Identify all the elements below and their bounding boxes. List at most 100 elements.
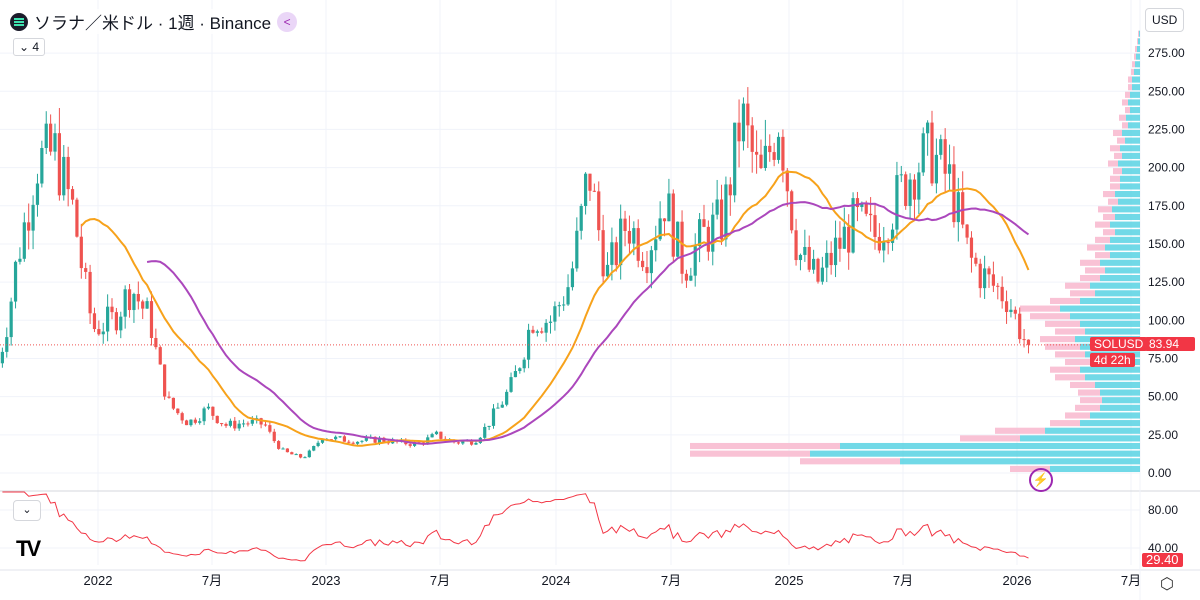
candle-body — [798, 254, 803, 261]
candle-body — [408, 444, 412, 446]
candle-body — [540, 331, 544, 333]
candle-body — [711, 214, 715, 252]
volume-profile-bar-up — [1115, 213, 1140, 221]
volume-profile-bar-down — [1128, 84, 1132, 91]
share-icon[interactable]: < — [277, 11, 298, 32]
volume-profile-bar-down — [1055, 374, 1085, 381]
candle-body — [544, 322, 548, 333]
volume-profile-bar-up — [1112, 206, 1140, 213]
lightning-icon[interactable]: ⚡ — [1029, 468, 1053, 492]
settings-gear-icon[interactable]: ⬡ — [1160, 576, 1174, 593]
candle-body — [807, 246, 811, 270]
volume-profile-bar-up — [900, 458, 1140, 465]
y-tick-label: 275.00 — [1148, 46, 1185, 60]
volume-profile-bar-up — [1100, 274, 1140, 282]
candle-body — [562, 304, 566, 306]
volume-profile-bar-down — [1080, 397, 1102, 404]
symbol-title: ソラナ／米ドル · 1週 · Binance — [34, 14, 272, 33]
volume-profile-bar-down — [1085, 267, 1105, 274]
candle-body — [106, 306, 110, 332]
volume-profile-bar-down — [1050, 420, 1080, 427]
candle-body — [136, 293, 140, 302]
currency-button[interactable]: USD — [1145, 8, 1185, 32]
candle-body — [342, 436, 347, 442]
volume-profile-bar-down — [1132, 61, 1135, 68]
candle-body — [176, 408, 180, 414]
candle-body — [917, 172, 921, 200]
candle-body — [535, 331, 539, 333]
candle-body — [233, 420, 237, 429]
candle-body — [66, 156, 70, 190]
x-tick-label: 7月 — [661, 573, 681, 588]
rsi-collapse-button[interactable]: ⌄ — [13, 500, 41, 521]
candle-body — [491, 408, 496, 426]
candle-body — [952, 164, 956, 223]
candle-body — [132, 293, 136, 311]
volume-profile-bar-down — [1103, 191, 1115, 198]
volume-profile-bar-up — [1137, 45, 1140, 53]
volume-profile-bar-up — [1100, 404, 1140, 411]
volume-profile-bar-up — [1120, 175, 1140, 182]
volume-profile-bar-down — [1110, 183, 1120, 190]
candle-body — [733, 122, 737, 196]
candle-body — [588, 173, 592, 191]
volume-profile-bar-down — [1103, 213, 1115, 221]
y-tick-label: 150.00 — [1148, 237, 1185, 251]
volume-profile-bar-up — [1095, 381, 1140, 389]
candle-body — [899, 174, 903, 176]
rsi-tick-label: 80.00 — [1148, 503, 1178, 517]
volume-profile-bar-up — [1130, 91, 1140, 98]
candle-body — [298, 454, 303, 458]
candle-body — [241, 423, 246, 425]
volume-profile-bar-up — [1085, 374, 1140, 381]
candle-body — [263, 424, 268, 426]
volume-profile-bar-down — [800, 458, 900, 465]
volume-profile-bar-down — [1113, 168, 1122, 175]
candle-body — [877, 236, 881, 251]
candle-body — [776, 136, 781, 160]
volume-profile-bar-up — [1050, 465, 1140, 472]
candle-body — [693, 246, 697, 276]
volume-profile-bar-up — [1080, 297, 1140, 305]
volume-profile-bar-up — [1132, 84, 1140, 91]
candle-body — [921, 133, 925, 173]
candle-body — [829, 252, 833, 266]
symbol-header[interactable]: ソラナ／米ドル · 1週 · Binance < — [10, 9, 298, 34]
volume-profile-bar-down — [1080, 259, 1100, 266]
candle-body — [890, 229, 895, 243]
volume-profile-bar-down — [960, 435, 1020, 442]
indicators-toggle-button[interactable]: ⌄ 4 — [13, 38, 46, 56]
volume-profile-bar-up — [1120, 145, 1140, 152]
candle-body — [513, 371, 518, 378]
volume-profile-bar-up — [1090, 412, 1140, 419]
candle-body — [741, 103, 746, 142]
candle-body — [92, 313, 97, 330]
candle-body — [755, 151, 759, 155]
rsi-tick-label: 40.00 — [1148, 541, 1178, 555]
candle-body — [303, 457, 307, 459]
candle-body — [496, 407, 500, 409]
volume-profile-bar-up — [1080, 366, 1140, 373]
candle-body — [908, 179, 912, 206]
y-tick-label: 225.00 — [1148, 122, 1185, 136]
candle-body — [570, 268, 575, 288]
volume-profile-bar-up — [1115, 191, 1140, 198]
y-tick-label: 100.00 — [1148, 313, 1185, 327]
candle-body — [610, 242, 614, 265]
candle-body — [114, 312, 118, 331]
candle-body — [658, 218, 662, 240]
candle-body — [505, 391, 509, 405]
volume-profile-bar-down — [1050, 297, 1080, 305]
x-tick-label: 7月 — [202, 573, 222, 588]
candle-body — [715, 199, 719, 215]
volume-profile-bar-down — [1137, 38, 1138, 45]
candle-body — [101, 331, 105, 335]
volume-profile-bar-up — [1132, 76, 1140, 83]
candle-body — [277, 441, 281, 449]
tradingview-logo-icon[interactable]: TV — [16, 536, 41, 561]
candle-body — [373, 436, 377, 443]
volume-profile-bar-down — [1122, 122, 1128, 129]
candle-body — [1022, 339, 1026, 341]
candle-body — [430, 434, 434, 438]
